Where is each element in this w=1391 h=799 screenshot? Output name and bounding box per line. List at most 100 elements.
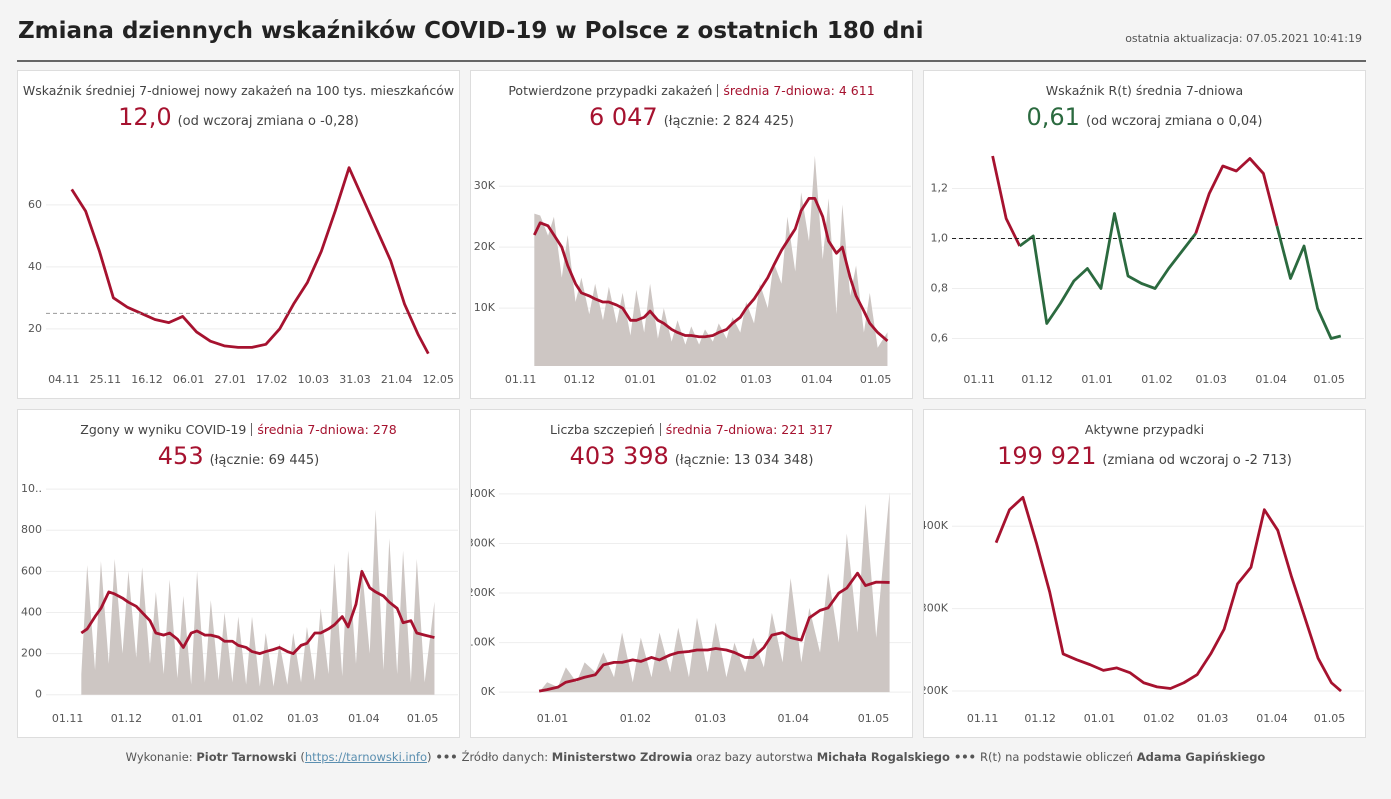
panel-title: Wskaźnik R(t) średnia 7-dniowa: [1045, 83, 1244, 98]
chart-panel: Liczba szczepień średnia 7-dniowa: 221 31…: [470, 409, 913, 738]
y-tick-label: 0K: [481, 685, 496, 698]
chart-panel: Zgony w wyniku COVID-19 średnia 7-dniowa:…: [17, 409, 460, 738]
x-tick-label: 01.12: [564, 373, 596, 386]
x-tick-label: 01.11: [52, 712, 84, 725]
x-tick-label: 27.01: [214, 373, 246, 386]
kpi-note: (zmiana od wczoraj o -2 713): [1102, 453, 1292, 468]
chart-plot: 0,6 0,8 1,0 1,2 01.11 01.12 01.01 01.02 01.03 01.…: [931, 155, 1364, 386]
footer: Wykonanie: Piotr Tarnowski (https://tarn…: [0, 750, 1391, 764]
x-tick-label: 01.04: [801, 373, 833, 386]
kpi-row: 403 398 (łącznie: 13 034 348): [471, 442, 912, 470]
kpi-row: 6 047 (łącznie: 2 824 425): [471, 103, 912, 131]
x-tick-label: 01.11: [505, 373, 536, 386]
title-highlight: średnia 7-dniowa: 278: [257, 422, 397, 437]
x-tick-label: 16.12: [131, 373, 163, 386]
x-tick-label: 01.04: [1256, 712, 1288, 725]
x-tick-label: 01.01: [1084, 712, 1116, 725]
y-tick-label: 200K: [471, 586, 496, 599]
x-tick-label: 12.05: [422, 373, 454, 386]
title-separator: [659, 423, 661, 436]
average-line: [1018, 212, 1197, 325]
y-tick-label: 200K: [924, 684, 949, 697]
x-tick-label: 01.02: [685, 373, 717, 386]
x-tick-label: 01.12: [1024, 712, 1056, 725]
footer-text: Adama Gapińskiego: [1136, 750, 1266, 764]
y-tick-label: 30K: [474, 179, 496, 192]
page-title: Zmiana dziennych wskaźników COVID-19 w P…: [18, 18, 924, 44]
y-tick-label: 10K: [474, 301, 496, 314]
panel-title-row: Wskaźnik R(t) średnia 7-dniowa: [924, 83, 1365, 98]
x-tick-label: 01.03: [1197, 712, 1229, 725]
kpi-row: 12,0 (od wczoraj zmiana o -0,28): [18, 103, 459, 131]
x-tick-label: 25.11: [90, 373, 122, 386]
x-tick-label: 01.04: [348, 712, 380, 725]
panel-title: Zgony w wyniku COVID-19: [80, 422, 247, 437]
update-time: ostatnia aktualizacja: 07.05.2021 10:41:…: [1125, 32, 1362, 45]
daily-area: [81, 509, 435, 695]
kpi-value: 453: [157, 442, 204, 470]
x-tick-label: 01.01: [172, 712, 204, 725]
y-tick-label: 300K: [471, 536, 496, 549]
kpi-note: (łącznie: 69 445): [209, 453, 320, 468]
chart-panel: Wskaźnik R(t) średnia 7-dniowa 0,61 (od wc…: [923, 70, 1366, 399]
chart-plot: 0K 100K 200K 300K 400K 01.01 01.02 01.03 01.04 01…: [471, 487, 911, 725]
x-tick-label: 01.05: [407, 712, 439, 725]
x-tick-label: 01.02: [1143, 712, 1175, 725]
kpi-value: 6 047: [588, 103, 658, 131]
y-tick-label: 20K: [474, 240, 496, 253]
panel-title-row: Wskaźnik średniej 7-dniowej nowy zakażeń…: [18, 83, 459, 98]
kpi-row: 0,61 (od wczoraj zmiana o 0,04): [924, 103, 1365, 131]
kpi-value: 403 398: [569, 442, 669, 470]
kpi-note: (łącznie: 13 034 348): [674, 453, 814, 468]
kpi-value: 12,0: [118, 103, 172, 131]
average-line: [533, 197, 889, 343]
footer-text: Michała Rogalskiego: [816, 750, 950, 764]
footer-text: R(t) na podstawie obliczeń: [980, 750, 1137, 764]
x-tick-label: 01.03: [740, 373, 772, 386]
kpi-row: 453 (łącznie: 69 445): [18, 442, 459, 470]
panel-title: Wskaźnik średniej 7-dniowej nowy zakażeń…: [22, 83, 455, 98]
kpi-note: (od wczoraj zmiana o 0,04): [1085, 114, 1263, 129]
title-highlight: średnia 7-dniowa: 4 611: [723, 83, 875, 98]
footer-text: •••: [431, 750, 462, 764]
y-tick-label: 100K: [471, 636, 496, 649]
x-tick-label: 01.12: [1021, 373, 1053, 386]
footer-link[interactable]: https://tarnowski.info: [304, 750, 427, 764]
average-line: [994, 495, 1342, 693]
footer-text: Ministerstwo Zdrowia: [551, 750, 693, 764]
average-line: [70, 166, 430, 355]
title-separator: [717, 84, 719, 97]
x-tick-label: 01.05: [1313, 373, 1345, 386]
y-tick-label: 0,8: [931, 282, 949, 295]
y-tick-label: 60: [28, 198, 42, 211]
footer-text: Wykonanie:: [125, 750, 197, 764]
chart-plot: 20 40 60 04.11 25.11 16.12 06.01 27.01 17.02 10.0…: [28, 166, 458, 386]
x-tick-label: 01.02: [620, 712, 652, 725]
average-line: [991, 155, 1021, 247]
y-tick-label: 20: [28, 322, 42, 335]
x-tick-label: 01.03: [1195, 373, 1227, 386]
chart-plot: 200K 300K 400K 01.11 01.12 01.01 01.02 01.03 01.…: [924, 495, 1364, 725]
x-tick-label: 01.05: [1314, 712, 1346, 725]
average-line: [1275, 225, 1342, 340]
y-tick-label: 400: [21, 605, 42, 618]
x-tick-label: 06.01: [173, 373, 205, 386]
kpi-note: (łącznie: 2 824 425): [663, 114, 795, 129]
x-tick-label: 01.04: [778, 712, 810, 725]
x-tick-label: 01.12: [111, 712, 143, 725]
x-tick-label: 01.01: [625, 373, 657, 386]
y-tick-label: 40: [28, 260, 42, 273]
chart-panel: Wskaźnik średniej 7-dniowej nowy zakażeń…: [17, 70, 460, 399]
daily-area: [539, 492, 890, 693]
x-tick-label: 04.11: [48, 373, 80, 386]
panel-title-row: Potwierdzone przypadki zakażeń średnia 7-…: [471, 83, 912, 98]
y-tick-label: 200: [21, 647, 42, 660]
y-tick-label: 1,2: [931, 182, 949, 195]
x-tick-label: 31.03: [339, 373, 371, 386]
header-rule: [17, 60, 1366, 62]
footer-text: Piotr Tarnowski: [196, 750, 297, 764]
x-tick-label: 01.02: [232, 712, 264, 725]
y-tick-label: 800: [21, 523, 42, 536]
x-tick-label: 21.04: [381, 373, 413, 386]
